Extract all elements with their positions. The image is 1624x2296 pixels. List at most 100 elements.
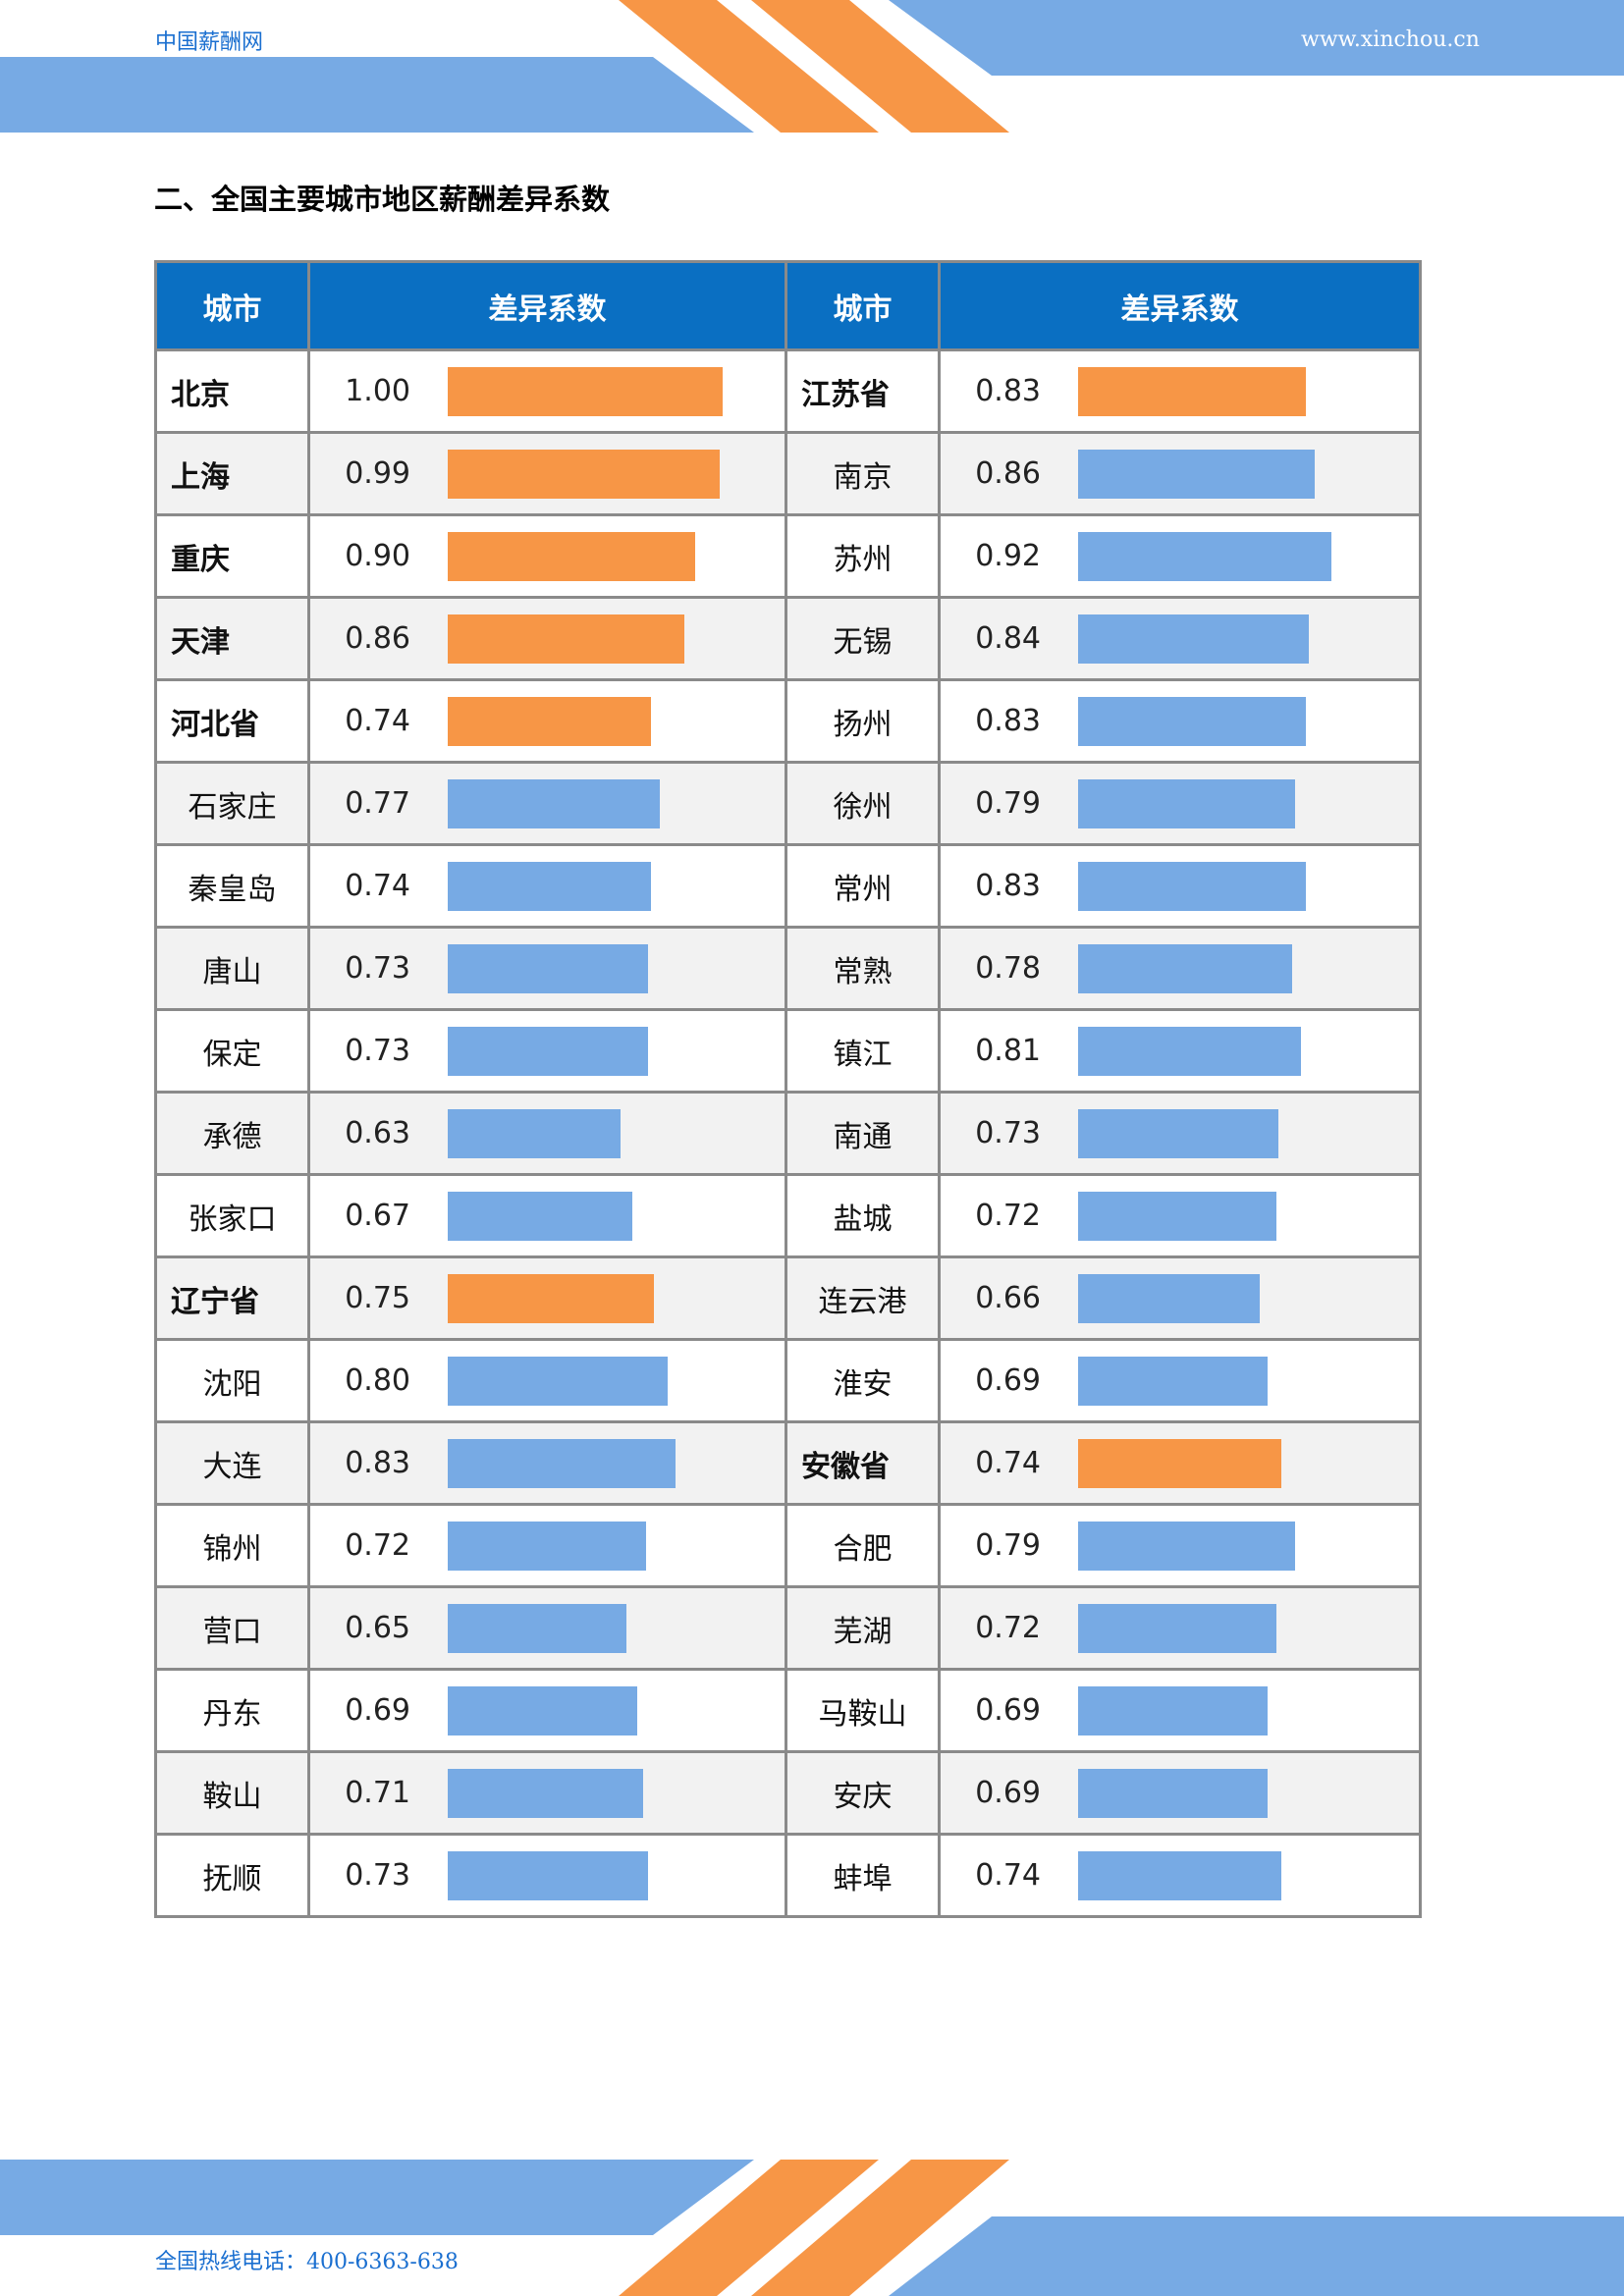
coefficient-bar — [1078, 778, 1295, 828]
city-name-right: 马鞍山 — [785, 1668, 941, 1753]
table-row: 丹东 0.69 马鞍山 0.69 — [154, 1668, 1422, 1753]
coefficient-bar — [1078, 1438, 1281, 1488]
coefficient-cell-left: 0.71 — [307, 1750, 787, 1836]
coefficient-value: 0.65 — [345, 1611, 410, 1645]
coefficient-value: 0.84 — [975, 621, 1041, 656]
coefficient-bar — [1078, 1356, 1268, 1406]
coefficient-value: 0.78 — [975, 951, 1041, 986]
site-url[interactable]: www.xinchou.cn — [1301, 27, 1480, 52]
city-name-right: 合肥 — [785, 1503, 941, 1588]
city-name-right: 淮安 — [785, 1338, 941, 1423]
city-name-left: 张家口 — [154, 1173, 310, 1258]
coefficient-bar — [1078, 449, 1315, 499]
coefficient-bar — [448, 1026, 648, 1076]
coefficient-cell-right: 0.74 — [938, 1833, 1422, 1918]
coefficient-bar — [1078, 1273, 1260, 1323]
table-row: 鞍山 0.71 安庆 0.69 — [154, 1750, 1422, 1836]
city-name-right: 南京 — [785, 431, 941, 516]
city-name-left: 沈阳 — [154, 1338, 310, 1423]
city-name-left: 天津 — [154, 596, 310, 681]
city-name-right: 无锡 — [785, 596, 941, 681]
coefficient-bar — [448, 943, 648, 993]
coefficient-cell-left: 0.77 — [307, 761, 787, 846]
coefficient-value: 1.00 — [345, 374, 410, 408]
table-row: 秦皇岛 0.74 常州 0.83 — [154, 843, 1422, 929]
footer-band-right — [889, 2216, 1624, 2296]
coefficient-value: 0.79 — [975, 1528, 1041, 1563]
table-row: 保定 0.73 镇江 0.81 — [154, 1008, 1422, 1094]
coefficient-bar — [448, 1768, 643, 1818]
coefficient-value: 0.83 — [975, 869, 1041, 903]
coefficient-value: 0.69 — [975, 1363, 1041, 1398]
city-name-right: 安庆 — [785, 1750, 941, 1836]
coefficient-cell-left: 0.63 — [307, 1091, 787, 1176]
coefficient-bar — [1078, 366, 1306, 416]
coefficient-cell-right: 0.69 — [938, 1668, 1422, 1753]
coefficient-cell-left: 0.99 — [307, 431, 787, 516]
coefficient-bar — [1078, 943, 1292, 993]
coefficient-cell-right: 0.66 — [938, 1255, 1422, 1341]
footer-band-left — [0, 2160, 754, 2235]
brand-name: 中国薪酬网 — [155, 30, 264, 55]
footer-stripe-1 — [619, 2160, 879, 2296]
city-name-right: 徐州 — [785, 761, 941, 846]
coefficient-value: 0.79 — [975, 786, 1041, 821]
city-name-left: 重庆 — [154, 513, 310, 599]
coefficient-value: 0.69 — [975, 1693, 1041, 1728]
city-name-right: 苏州 — [785, 513, 941, 599]
coefficient-cell-left: 1.00 — [307, 348, 787, 434]
coefficient-bar — [448, 696, 651, 746]
table-row: 上海 0.99 南京 0.86 — [154, 431, 1422, 516]
coefficient-bar — [1078, 1850, 1281, 1900]
coefficient-cell-right: 0.72 — [938, 1173, 1422, 1258]
coefficient-bar — [448, 1438, 676, 1488]
coefficient-bar — [448, 1108, 621, 1158]
table-row: 沈阳 0.80 淮安 0.69 — [154, 1338, 1422, 1423]
table-row: 辽宁省 0.75 连云港 0.66 — [154, 1255, 1422, 1341]
coefficient-value: 0.83 — [975, 704, 1041, 738]
city-name-left: 保定 — [154, 1008, 310, 1094]
coefficient-bar — [448, 449, 720, 499]
city-name-right: 芜湖 — [785, 1585, 941, 1671]
table-row: 河北省 0.74 扬州 0.83 — [154, 678, 1422, 764]
coefficient-value: 0.74 — [975, 1858, 1041, 1893]
coefficient-value: 0.81 — [975, 1034, 1041, 1068]
header-band-right — [889, 0, 1624, 76]
column-header-coef-right: 差异系数 — [938, 260, 1422, 351]
city-name-left: 锦州 — [154, 1503, 310, 1588]
coefficient-value: 0.90 — [345, 539, 410, 573]
coefficient-cell-right: 0.92 — [938, 513, 1422, 599]
header-banner — [0, 0, 1624, 133]
coefficient-bar — [448, 1356, 668, 1406]
city-name-right: 扬州 — [785, 678, 941, 764]
section-heading: 二、全国主要城市地区薪酬差异系数 — [154, 183, 611, 216]
city-name-left: 承德 — [154, 1091, 310, 1176]
coefficient-cell-left: 0.74 — [307, 678, 787, 764]
coefficient-value: 0.73 — [345, 1858, 410, 1893]
coefficient-cell-right: 0.86 — [938, 431, 1422, 516]
table-row: 锦州 0.72 合肥 0.79 — [154, 1503, 1422, 1588]
coefficient-cell-left: 0.80 — [307, 1338, 787, 1423]
coefficient-cell-left: 0.72 — [307, 1503, 787, 1588]
coefficient-cell-left: 0.67 — [307, 1173, 787, 1258]
coefficient-cell-right: 0.73 — [938, 1091, 1422, 1176]
coefficient-bar — [1078, 1108, 1278, 1158]
coefficient-bar — [448, 861, 651, 911]
coefficient-value: 0.83 — [345, 1446, 410, 1480]
coefficient-cell-left: 0.69 — [307, 1668, 787, 1753]
column-header-coef-left: 差异系数 — [307, 260, 787, 351]
coefficient-value: 0.63 — [345, 1116, 410, 1150]
coefficient-cell-right: 0.79 — [938, 1503, 1422, 1588]
coefficient-value: 0.73 — [975, 1116, 1041, 1150]
coefficient-value: 0.74 — [345, 704, 410, 738]
city-name-left: 北京 — [154, 348, 310, 434]
coefficient-value: 0.83 — [975, 374, 1041, 408]
coefficient-value: 0.72 — [975, 1199, 1041, 1233]
table-row: 大连 0.83 安徽省 0.74 — [154, 1420, 1422, 1506]
coefficient-value: 0.80 — [345, 1363, 410, 1398]
table-row: 天津 0.86 无锡 0.84 — [154, 596, 1422, 681]
city-name-left: 丹东 — [154, 1668, 310, 1753]
coefficient-cell-left: 0.83 — [307, 1420, 787, 1506]
header-stripe-1 — [619, 0, 879, 133]
